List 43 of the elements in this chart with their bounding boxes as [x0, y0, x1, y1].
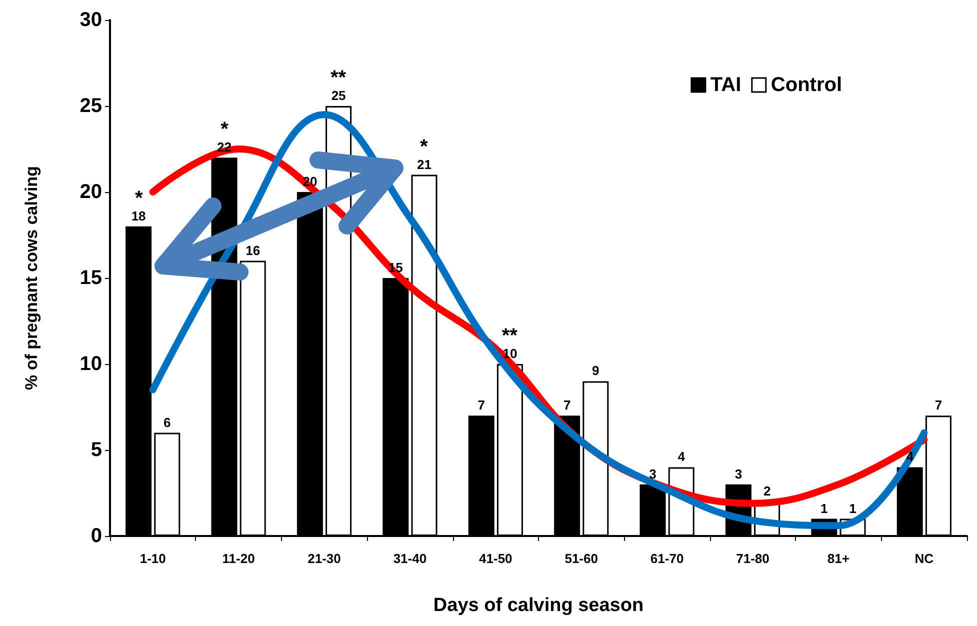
- y-tick-label: 20: [80, 181, 102, 203]
- data-label: 21: [417, 156, 432, 172]
- x-tick-label: 81+: [827, 551, 850, 566]
- x-tick-label: 31-40: [393, 551, 427, 566]
- data-label: 9: [592, 363, 600, 378]
- data-label: 6: [164, 414, 171, 430]
- y-tick-label: 5: [90, 439, 102, 461]
- x-axis-title: Days of calving season: [433, 595, 644, 616]
- legend-label: Control: [770, 74, 842, 96]
- data-label: 16: [246, 242, 260, 258]
- annotation: **: [502, 325, 518, 347]
- y-tick-label: 0: [90, 525, 102, 547]
- data-label: 4: [678, 449, 686, 464]
- x-tick-label: 1-10: [140, 551, 166, 566]
- x-tick-label: 61-70: [650, 551, 684, 566]
- annotation: *: [420, 136, 428, 158]
- x-tick-label: NC: [914, 551, 934, 566]
- data-label: 1: [849, 500, 856, 516]
- data-label: 7: [478, 398, 485, 413]
- legend-label: TAI: [710, 74, 742, 96]
- y-tick-label: 15: [80, 267, 102, 289]
- data-label: 3: [734, 466, 742, 482]
- x-tick-label: 21-30: [308, 551, 341, 566]
- x-tick-label: 11-20: [222, 551, 255, 566]
- y-tick-label: 10: [80, 353, 102, 375]
- data-label: 7: [934, 398, 942, 413]
- data-label: 7: [563, 398, 571, 413]
- data-label: 25: [331, 88, 346, 103]
- data-label: 10: [502, 346, 518, 361]
- y-tick-label: 30: [80, 9, 102, 31]
- x-tick-label: 51-60: [564, 551, 598, 566]
- y-tick-label: 25: [80, 95, 102, 117]
- data-label: 4: [906, 449, 914, 464]
- data-label: 18: [131, 208, 146, 224]
- data-label: 2: [763, 484, 771, 499]
- annotation: *: [134, 187, 143, 210]
- annotation: *: [220, 118, 229, 141]
- x-tick-label: 41-50: [479, 551, 512, 566]
- x-tick-label: 71-80: [736, 551, 770, 566]
- annotation: **: [330, 67, 346, 89]
- y-axis-title: % of pregnant cows calving: [22, 166, 41, 390]
- data-label: 3: [649, 466, 656, 482]
- data-label: 1: [820, 500, 828, 516]
